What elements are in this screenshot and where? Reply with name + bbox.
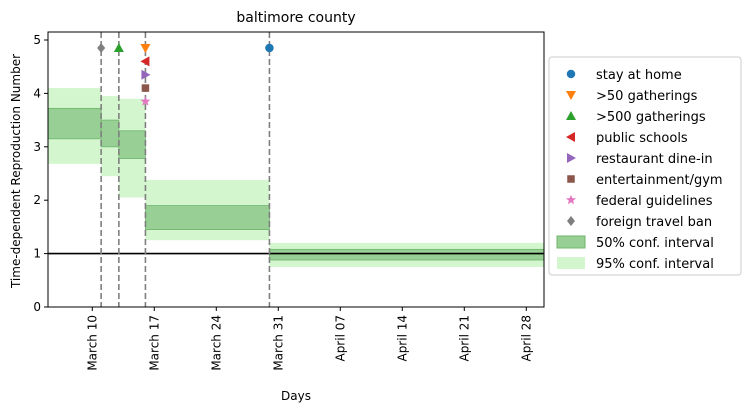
plot-frame <box>47 31 545 308</box>
y-tick-label-1: 1 <box>33 247 41 261</box>
y-tick-label-5: 5 <box>33 33 41 47</box>
intervention-marker-3 <box>140 56 150 67</box>
plot-inner <box>48 32 544 307</box>
ci50-band-1 <box>100 119 120 148</box>
legend-marker-1 <box>566 91 576 100</box>
x-tick-label-1: March 17 <box>147 315 161 371</box>
legend-label-2: >500 gatherings <box>596 110 706 125</box>
legend: stay at home >50 gatherings >500 gathering… <box>548 56 742 276</box>
y-tick-label-3: 3 <box>33 140 41 154</box>
ci50-band-4 <box>269 248 544 261</box>
x-tick-label-5: April 14 <box>395 315 409 362</box>
y-tick-label-2: 2 <box>33 193 41 207</box>
y-axis-label: Time-dependent Reproduction Number <box>9 54 23 289</box>
x-tick-label-3: March 31 <box>271 315 285 371</box>
intervention-marker-1 <box>140 44 151 54</box>
ci50-band-2 <box>118 130 146 159</box>
intervention-marker-0 <box>265 43 274 53</box>
legend-label-6: federal guidelines <box>596 194 713 209</box>
legend-marker-3 <box>566 132 575 142</box>
legend-marker-5 <box>567 175 575 183</box>
ci50-band-0 <box>48 107 102 140</box>
x-tick-label-4: April 07 <box>333 315 347 362</box>
legend-label-3: public schools <box>596 131 688 146</box>
intervention-marker-4 <box>141 69 151 80</box>
intervention-marker-6 <box>140 96 151 106</box>
legend-label-4: restaurant dine-in <box>596 152 713 167</box>
x-axis-label: Days <box>281 389 311 403</box>
legend-label-ci95: 95% conf. interval <box>596 257 714 272</box>
intervention-marker-2 <box>113 43 124 53</box>
x-tick-label-6: April 21 <box>457 315 471 362</box>
intervention-marker-7 <box>97 43 106 54</box>
legend-swatch-ci50 <box>556 235 586 249</box>
ci50-band-3 <box>145 205 270 230</box>
legend-marker-2 <box>566 111 576 120</box>
x-tick-label-0: March 10 <box>85 315 99 371</box>
x-tick-label-2: March 24 <box>209 315 223 371</box>
plot-area: 0 1 2 3 4 5 March 10 March 17 March 24 March 31 Ap… <box>33 31 545 371</box>
intervention-marker-5 <box>141 84 150 92</box>
y-tick-label-4: 4 <box>33 86 41 100</box>
legend-marker-0 <box>566 69 576 79</box>
legend-box <box>548 56 742 276</box>
legend-label-0: stay at home <box>596 68 682 83</box>
legend-swatch-ci95 <box>557 257 585 269</box>
legend-marker-4 <box>567 153 576 163</box>
x-tick-label-7: April 28 <box>519 315 533 362</box>
legend-label-5: entertainment/gym <box>596 173 723 188</box>
chart-title: baltimore county <box>236 10 355 26</box>
legend-marker-7 <box>567 216 575 226</box>
y-tick-label-0: 0 <box>33 300 41 314</box>
legend-label-ci50: 50% conf. interval <box>596 236 714 251</box>
legend-label-1: >50 gatherings <box>596 89 698 104</box>
legend-label-7: foreign travel ban <box>596 215 712 230</box>
legend-marker-6 <box>566 194 576 205</box>
